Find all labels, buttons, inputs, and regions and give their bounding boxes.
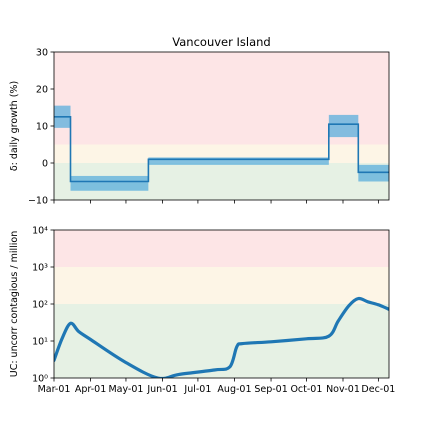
x-tick-label: Nov-01: [326, 384, 360, 395]
y-tick-label: 10⁰: [32, 373, 48, 384]
zone-band: [54, 230, 389, 267]
x-tick-label: May-01: [108, 384, 143, 395]
zone-band: [54, 267, 389, 304]
y-tick-label: 30: [36, 47, 48, 58]
growth-rate-panel: −10 0 10 20 30 Vancouver Island δ: daily gro…: [9, 35, 390, 206]
contagious-line: [54, 296, 389, 378]
contagious-zones: [54, 230, 389, 378]
growth-y-label: δ: daily growth (%): [9, 81, 20, 171]
growth-series: [54, 105, 389, 191]
contagious-x-axis: Mar-01 Apr-01 May-01 Jun-01 Jul-01 Aug-01 Sep-…: [38, 378, 395, 395]
y-tick-label: −10: [28, 195, 48, 206]
contagious-y-label: UC: uncorr contagious / million: [9, 231, 20, 378]
x-tick-label: Oct-01: [290, 384, 322, 395]
y-tick-label: 20: [36, 84, 48, 95]
uncertainty-band: [358, 164, 389, 182]
y-tick-label: 10¹: [32, 336, 48, 347]
chart-title: Vancouver Island: [172, 35, 270, 49]
x-tick-label: Dec-01: [361, 384, 395, 395]
growth-step-line: [54, 116, 389, 183]
contagious-panel: 10⁰ 10¹ 10² 10³ 10⁴ Mar-01 Apr-01 May-01 Jun-01…: [9, 225, 395, 395]
growth-x-axis: [53, 200, 379, 204]
x-tick-label: Mar-01: [38, 384, 71, 395]
growth-y-axis: −10 0 10 20 30: [28, 47, 54, 206]
y-tick-label: 10⁴: [32, 225, 48, 236]
x-tick-label: Jul-01: [183, 384, 211, 395]
x-tick-label: Jun-01: [146, 384, 177, 395]
contagious-series: [54, 296, 389, 378]
x-tick-label: Apr-01: [75, 384, 106, 395]
y-tick-label: 0: [42, 158, 48, 169]
uncertainty-band: [70, 175, 149, 191]
y-tick-label: 10²: [32, 299, 48, 310]
x-tick-label: Sep-01: [254, 384, 287, 395]
y-tick-label: 10: [36, 121, 48, 132]
y-tick-label: 10³: [32, 262, 48, 273]
contagious-y-axis: 10⁰ 10¹ 10² 10³ 10⁴: [32, 225, 54, 384]
zone-band: [54, 304, 389, 378]
uncertainty-band: [148, 157, 329, 165]
uncertainty-band: [328, 114, 359, 138]
x-tick-label: Aug-01: [217, 384, 251, 395]
